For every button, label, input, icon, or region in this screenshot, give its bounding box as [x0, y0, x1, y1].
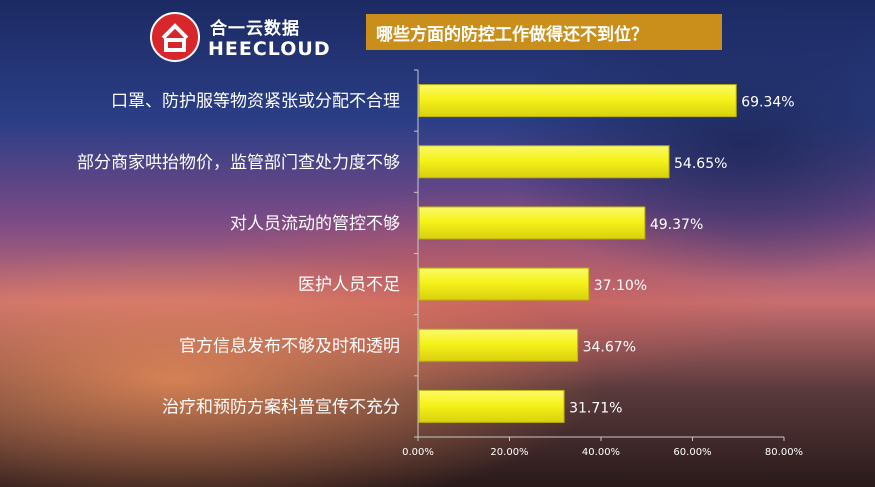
- x-tick-label: 40.00%: [582, 447, 620, 458]
- data-label: 31.71%: [569, 400, 622, 416]
- x-tick-label: 0.00%: [402, 447, 434, 458]
- category-label: 部分商家哄抬物价，监管部门查处力度不够: [77, 153, 400, 173]
- x-tick-label: 20.00%: [490, 447, 528, 458]
- bar: [418, 267, 590, 301]
- bar: [418, 145, 670, 179]
- category-label: 口罩、防护服等物资紧张或分配不合理: [111, 92, 400, 112]
- category-label: 治疗和预防方案科普宣传不充分: [162, 397, 400, 417]
- category-label: 官方信息发布不够及时和透明: [179, 336, 400, 356]
- bar: [418, 328, 579, 362]
- category-label: 医护人员不足: [298, 275, 400, 295]
- bar: [418, 84, 737, 118]
- bar: [418, 206, 646, 240]
- x-tick-label: 80.00%: [765, 447, 803, 458]
- category-label: 对人员流动的管控不够: [230, 214, 400, 234]
- chart-title: 哪些方面的防控工作做得还不到位？: [366, 14, 722, 50]
- x-tick-label: 60.00%: [673, 447, 711, 458]
- logo-cn-text: 合一云数据: [210, 19, 300, 39]
- data-label: 69.34%: [741, 95, 794, 111]
- bar: [418, 389, 565, 423]
- data-label: 34.67%: [583, 339, 636, 355]
- heecloud-logo: 合一云数据 HEECLOUD: [150, 12, 340, 62]
- data-label: 54.65%: [674, 156, 727, 172]
- logo-en-text: HEECLOUD: [208, 38, 331, 60]
- data-label: 37.10%: [594, 278, 647, 294]
- logo-mark-icon: [150, 12, 200, 62]
- data-label: 49.37%: [650, 217, 703, 233]
